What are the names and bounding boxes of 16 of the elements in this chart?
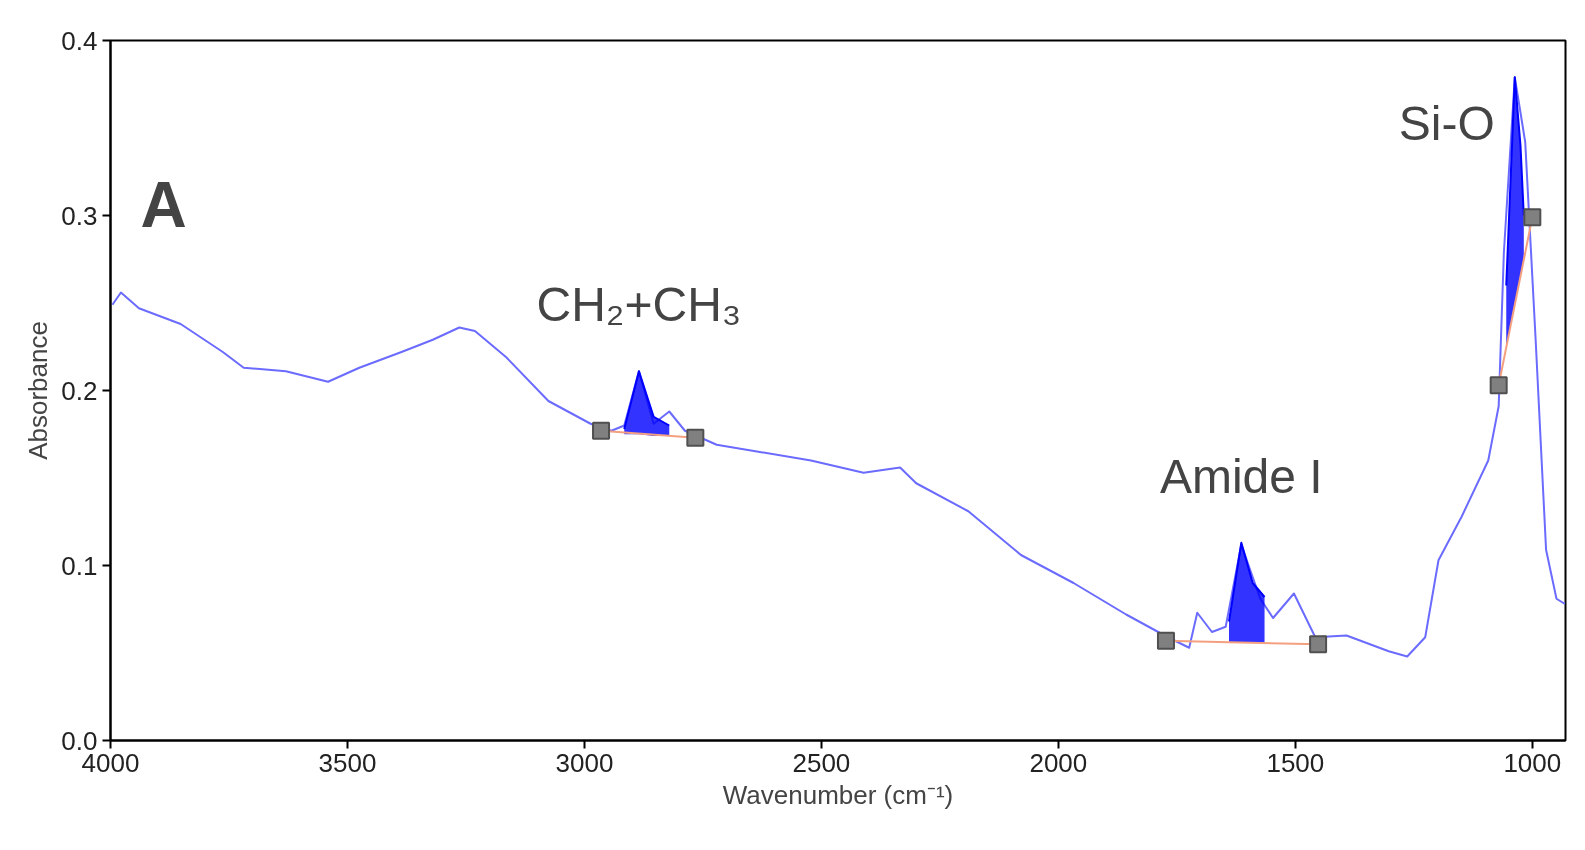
annotation: Si-O xyxy=(1398,97,1495,151)
x-tick-label: 3500 xyxy=(318,747,377,778)
y-tick-label: 0.1 xyxy=(61,550,98,581)
annotation: A xyxy=(140,168,187,241)
x-tick-label: 2500 xyxy=(792,747,851,778)
x-tick-label: 1000 xyxy=(1503,747,1562,778)
x-tick-label: 1500 xyxy=(1266,747,1325,778)
y-tick-label: 0.2 xyxy=(61,375,98,406)
y-axis-title: Absorbance xyxy=(23,321,54,460)
annotation: CH₂+CH₃ xyxy=(536,278,742,332)
x-tick-label: 2000 xyxy=(1029,747,1088,778)
x-axis-title: Wavenumber (cm⁻¹) xyxy=(722,779,954,810)
annotation: Amide I xyxy=(1159,449,1323,503)
x-tick-label: 3000 xyxy=(555,747,614,778)
y-tick-label: 0.4 xyxy=(61,25,98,56)
y-tick-label: 0.3 xyxy=(61,200,98,231)
